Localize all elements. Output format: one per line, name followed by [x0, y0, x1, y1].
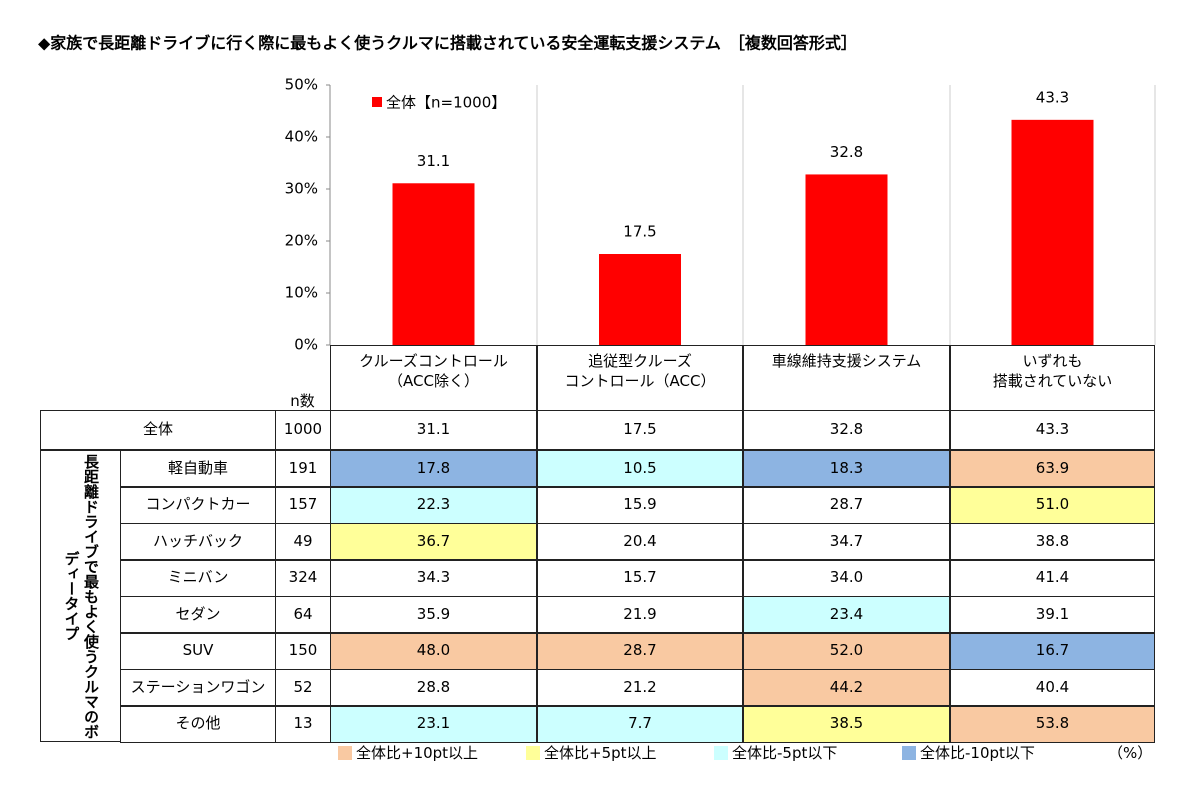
- data-label: 31.1: [417, 152, 450, 170]
- row-label: その他: [120, 705, 276, 743]
- cell: 44.2: [743, 669, 950, 706]
- column-header: クルーズコントロール （ACC除く）: [330, 345, 537, 411]
- group-label: 長距離ドライブで最もよく使うクルマのボディータイプ: [40, 450, 121, 742]
- cell: 16.7: [950, 632, 1155, 670]
- cell: 38.8: [950, 523, 1155, 560]
- n-cell: 64: [275, 596, 331, 633]
- cell: 18.3: [743, 450, 950, 487]
- n-cell: 157: [275, 486, 331, 524]
- column-header: 追従型クルーズ コントロール（ACC）: [537, 345, 743, 411]
- row-label: 全体: [40, 410, 276, 450]
- cell: 51.0: [950, 486, 1155, 524]
- legend-swatch: [902, 746, 916, 760]
- cell: 23.4: [743, 596, 950, 633]
- cell: 63.9: [950, 450, 1155, 487]
- cell: 34.0: [743, 559, 950, 597]
- legend-label: 全体【n=1000】: [386, 94, 506, 112]
- unit-label: （%）: [1108, 744, 1153, 762]
- row-label: セダン: [120, 596, 276, 633]
- cell: 43.3: [950, 410, 1155, 450]
- column-header: 車線維持支援システム: [743, 345, 950, 411]
- column-header: いずれも 搭載されていない: [950, 345, 1155, 411]
- bar: [1011, 119, 1094, 345]
- legend-swatch: [714, 746, 728, 760]
- n-cell: 191: [275, 450, 331, 487]
- legend-label: 全体比-5pt以下: [732, 744, 838, 762]
- cell: 10.5: [537, 450, 743, 487]
- n-cell: 1000: [275, 410, 331, 450]
- cell: 35.9: [330, 596, 537, 633]
- cell: 53.8: [950, 705, 1155, 743]
- cell: 48.0: [330, 632, 537, 670]
- cell: 17.5: [537, 410, 743, 450]
- cell: 38.5: [743, 705, 950, 743]
- cell: 40.4: [950, 669, 1155, 706]
- legend-label: 全体比+10pt以上: [356, 744, 479, 762]
- cell: 39.1: [950, 596, 1155, 633]
- row-label: ミニバン: [120, 559, 276, 597]
- n-cell: 150: [275, 632, 331, 670]
- legend-swatch: [372, 97, 382, 107]
- cell: 22.3: [330, 486, 537, 524]
- n-cell: 324: [275, 559, 331, 597]
- cell: 36.7: [330, 523, 537, 560]
- data-label: 43.3: [1036, 88, 1069, 106]
- y-tick-label: 10%: [285, 284, 318, 302]
- cell: 21.2: [537, 669, 743, 706]
- chart-title: ◆家族で長距離ドライブに行く際に最もよく使うクルマに搭載されている安全運転支援シ…: [38, 34, 857, 53]
- legend-label: 全体比+5pt以上: [544, 744, 657, 762]
- legend-swatch: [526, 746, 540, 760]
- n-cell: 13: [275, 705, 331, 743]
- row-label: SUV: [120, 632, 276, 670]
- cell: 28.8: [330, 669, 537, 706]
- bar: [805, 174, 888, 345]
- y-tick-label: 20%: [285, 232, 318, 250]
- legend-label: 全体比-10pt以下: [920, 744, 1035, 762]
- n-cell: 49: [275, 523, 331, 560]
- row-label: ステーションワゴン: [120, 669, 276, 706]
- row-label: ハッチバック: [120, 523, 276, 560]
- row-label: コンパクトカー: [120, 486, 276, 524]
- bar: [599, 254, 681, 345]
- cell: 23.1: [330, 705, 537, 743]
- cell: 34.7: [743, 523, 950, 560]
- cell: 52.0: [743, 632, 950, 670]
- cell: 7.7: [537, 705, 743, 743]
- cell: 17.8: [330, 450, 537, 487]
- data-label: 17.5: [623, 223, 656, 241]
- legend-swatch: [338, 746, 352, 760]
- n-header: n数: [275, 345, 331, 411]
- cell: 21.9: [537, 596, 743, 633]
- cell: 31.1: [330, 410, 537, 450]
- y-tick-label: 0%: [294, 336, 318, 354]
- cell: 32.8: [743, 410, 950, 450]
- y-tick-label: 40%: [285, 128, 318, 146]
- row-label: 軽自動車: [120, 450, 276, 487]
- y-tick-label: 50%: [285, 76, 318, 94]
- bar: [392, 183, 475, 345]
- cell: 41.4: [950, 559, 1155, 597]
- cell: 15.9: [537, 486, 743, 524]
- cell: 34.3: [330, 559, 537, 597]
- cell: 28.7: [537, 632, 743, 670]
- n-cell: 52: [275, 669, 331, 706]
- data-label: 32.8: [830, 143, 863, 161]
- cell: 20.4: [537, 523, 743, 560]
- cell: 15.7: [537, 559, 743, 597]
- cell: 28.7: [743, 486, 950, 524]
- y-tick-label: 30%: [285, 180, 318, 198]
